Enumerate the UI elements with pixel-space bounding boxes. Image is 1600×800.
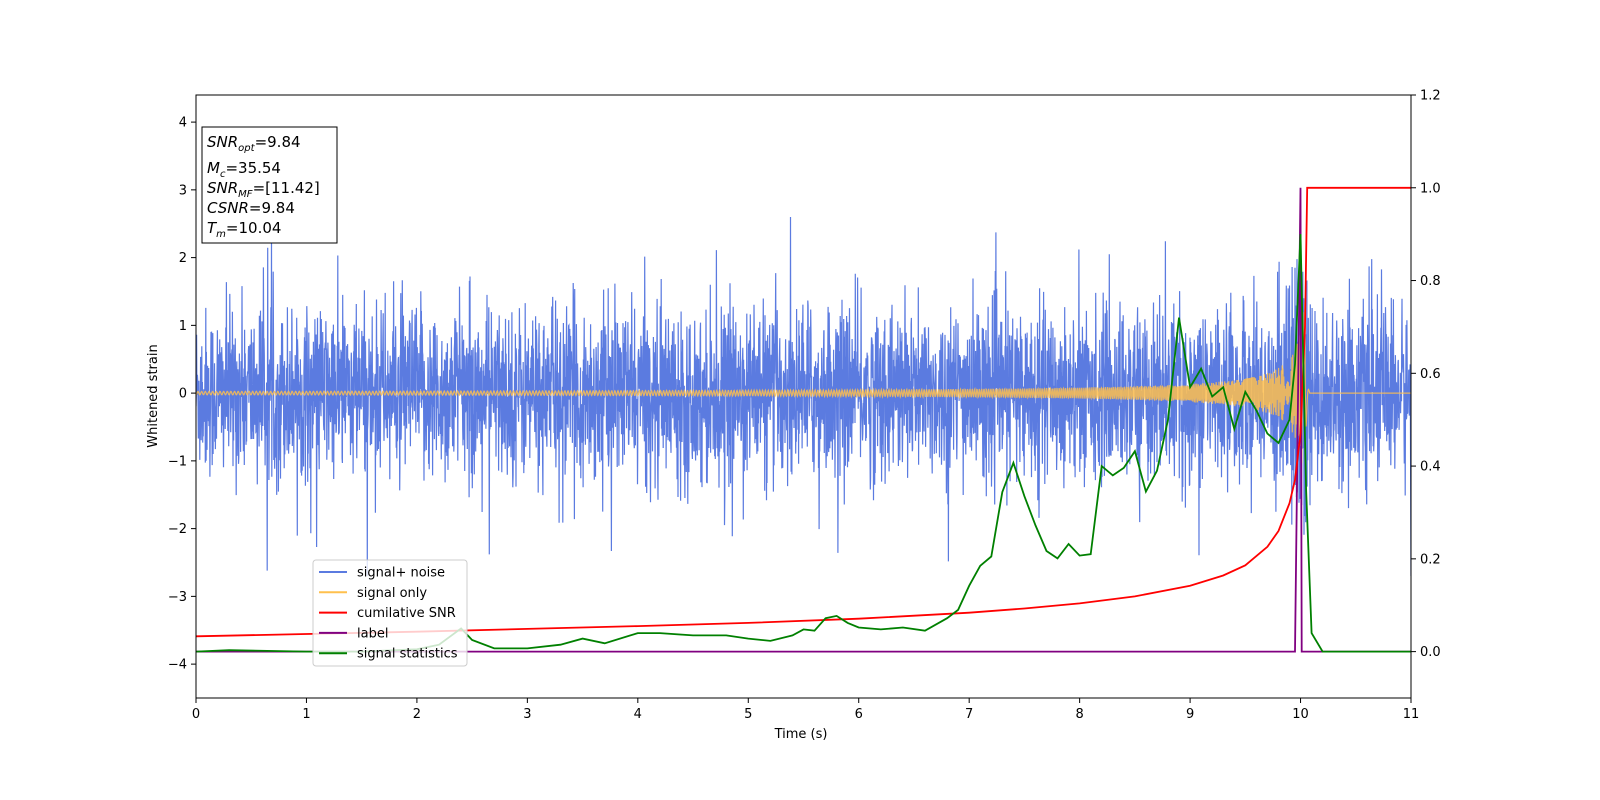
- x-tick-label: 4: [634, 707, 642, 722]
- legend-label: signal statistics: [357, 647, 458, 662]
- y-axis-label: Whitened strain: [146, 344, 161, 447]
- y-left-tick-label: −4: [168, 658, 187, 673]
- series-layer: [196, 186, 1411, 653]
- y-right-tick-label: 0.0: [1420, 645, 1441, 660]
- x-tick-label: 3: [523, 707, 531, 722]
- y-left-tick-label: −2: [168, 522, 187, 537]
- y-axis-left: −4 −3 −2 −1 0 1 2 3 4: [168, 116, 196, 673]
- y-left-tick-label: 3: [179, 183, 187, 198]
- x-tick-label: 2: [413, 707, 421, 722]
- legend-item: signal statistics: [319, 647, 458, 662]
- x-tick-label: 8: [1075, 707, 1083, 722]
- series-line-cumulative-snr: [196, 186, 1411, 638]
- y-left-tick-label: 4: [179, 116, 187, 131]
- legend-label: cumilative SNR: [357, 606, 456, 621]
- y-right-tick-label: 0.4: [1420, 460, 1441, 475]
- y-right-tick-label: 0.6: [1420, 367, 1441, 382]
- legend-item: signal+ noise: [319, 566, 445, 581]
- x-tick-label: 5: [744, 707, 752, 722]
- x-tick-label: 1: [302, 707, 310, 722]
- annotation-box: SNRopt=9.84 Mc=35.54SNRMF=[11.42]CSNR=9.8…: [201, 126, 338, 244]
- x-tick-label: 0: [192, 707, 200, 722]
- x-axis-label: Time (s): [774, 727, 828, 742]
- x-tick-label: 11: [1403, 707, 1420, 722]
- annotation-line: Mc=35.54: [207, 159, 281, 180]
- legend-item: cumilative SNR: [319, 606, 456, 621]
- legend-item: signal only: [319, 586, 427, 601]
- y-right-tick-label: 0.8: [1420, 274, 1441, 289]
- legend-frame: [312, 559, 468, 667]
- x-tick-label: 7: [965, 707, 973, 722]
- series-line-signal-statistics: [196, 234, 1411, 653]
- y-right-tick-label: 1.0: [1420, 181, 1441, 196]
- x-tick-label: 9: [1186, 707, 1194, 722]
- legend-label: signal only: [357, 586, 427, 601]
- annotation-line: Tm=10.04: [207, 219, 281, 240]
- annotation-line: CSNR=9.84: [207, 199, 295, 217]
- legend-label: signal+ noise: [357, 566, 445, 581]
- series-line-signal-only: [196, 303, 1411, 464]
- y-right-tick-label: 0.2: [1420, 552, 1441, 567]
- y-right-tick-label: 1.2: [1420, 89, 1441, 104]
- legend: signal+ noise signal only cumilative SNR la…: [312, 559, 468, 667]
- y-axis-right: 0.0 0.2 0.4 0.6 0.8 1.0 1.2: [1411, 89, 1441, 660]
- annotation-frame: [201, 126, 338, 244]
- y-left-tick-label: 2: [179, 251, 187, 266]
- x-tick-label: 10: [1292, 707, 1309, 722]
- series-line-signal-noise: [196, 216, 1411, 577]
- y-left-tick-label: 1: [179, 319, 187, 334]
- y-left-tick-label: −3: [168, 590, 187, 605]
- annotation-line: SNRopt=9.84: [207, 133, 301, 154]
- y-left-tick-label: 0: [179, 387, 187, 402]
- x-axis: 0 1 2 3 4 5 6 7 8 9 10 11: [192, 698, 1419, 722]
- x-tick-label: 6: [855, 707, 863, 722]
- plot-frame: [195, 94, 1412, 699]
- legend-label: label: [357, 626, 388, 641]
- annotation-line: SNRMF=[11.42]: [207, 179, 320, 200]
- legend-item: label: [319, 626, 388, 641]
- y-left-tick-label: −1: [168, 454, 187, 469]
